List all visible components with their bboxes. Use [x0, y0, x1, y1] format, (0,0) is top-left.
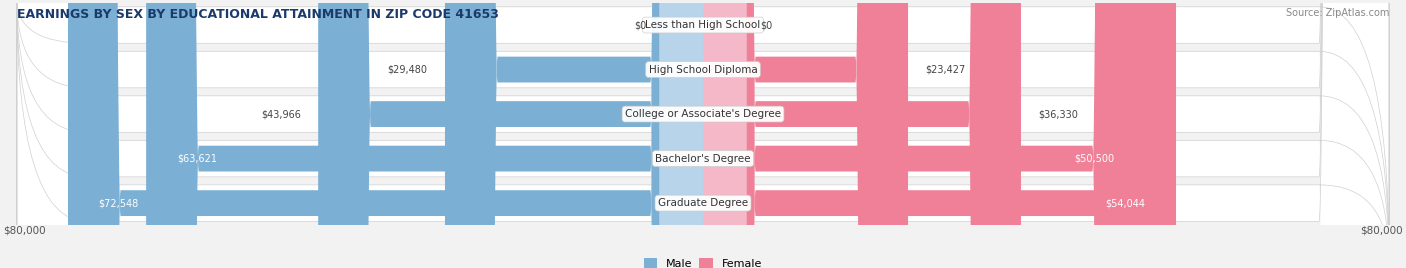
FancyBboxPatch shape — [703, 0, 908, 268]
Text: $63,621: $63,621 — [177, 154, 217, 163]
Text: $0: $0 — [759, 20, 772, 30]
Text: $43,966: $43,966 — [260, 109, 301, 119]
Text: $54,044: $54,044 — [1105, 198, 1146, 208]
FancyBboxPatch shape — [17, 0, 1389, 268]
Text: Less than High School: Less than High School — [645, 20, 761, 30]
Text: $72,548: $72,548 — [98, 198, 139, 208]
FancyBboxPatch shape — [318, 0, 703, 268]
Text: $29,480: $29,480 — [388, 65, 427, 75]
Text: $80,000: $80,000 — [1361, 225, 1403, 235]
FancyBboxPatch shape — [67, 0, 703, 268]
FancyBboxPatch shape — [146, 0, 703, 268]
Text: $0: $0 — [634, 20, 647, 30]
FancyBboxPatch shape — [17, 0, 1389, 268]
Text: College or Associate's Degree: College or Associate's Degree — [626, 109, 780, 119]
Text: High School Diploma: High School Diploma — [648, 65, 758, 75]
FancyBboxPatch shape — [703, 0, 747, 268]
Text: $36,330: $36,330 — [1039, 109, 1078, 119]
Text: Source: ZipAtlas.com: Source: ZipAtlas.com — [1285, 8, 1389, 18]
FancyBboxPatch shape — [17, 0, 1389, 268]
Legend: Male, Female: Male, Female — [644, 258, 762, 268]
FancyBboxPatch shape — [703, 0, 1175, 268]
Text: $80,000: $80,000 — [3, 225, 45, 235]
FancyBboxPatch shape — [703, 0, 1021, 268]
Text: Graduate Degree: Graduate Degree — [658, 198, 748, 208]
Text: Bachelor's Degree: Bachelor's Degree — [655, 154, 751, 163]
Text: EARNINGS BY SEX BY EDUCATIONAL ATTAINMENT IN ZIP CODE 41653: EARNINGS BY SEX BY EDUCATIONAL ATTAINMEN… — [17, 8, 499, 21]
FancyBboxPatch shape — [17, 0, 1389, 268]
FancyBboxPatch shape — [444, 0, 703, 268]
Text: $23,427: $23,427 — [925, 65, 966, 75]
FancyBboxPatch shape — [703, 0, 1144, 268]
FancyBboxPatch shape — [17, 0, 1389, 268]
Text: $50,500: $50,500 — [1074, 154, 1115, 163]
FancyBboxPatch shape — [659, 0, 703, 268]
